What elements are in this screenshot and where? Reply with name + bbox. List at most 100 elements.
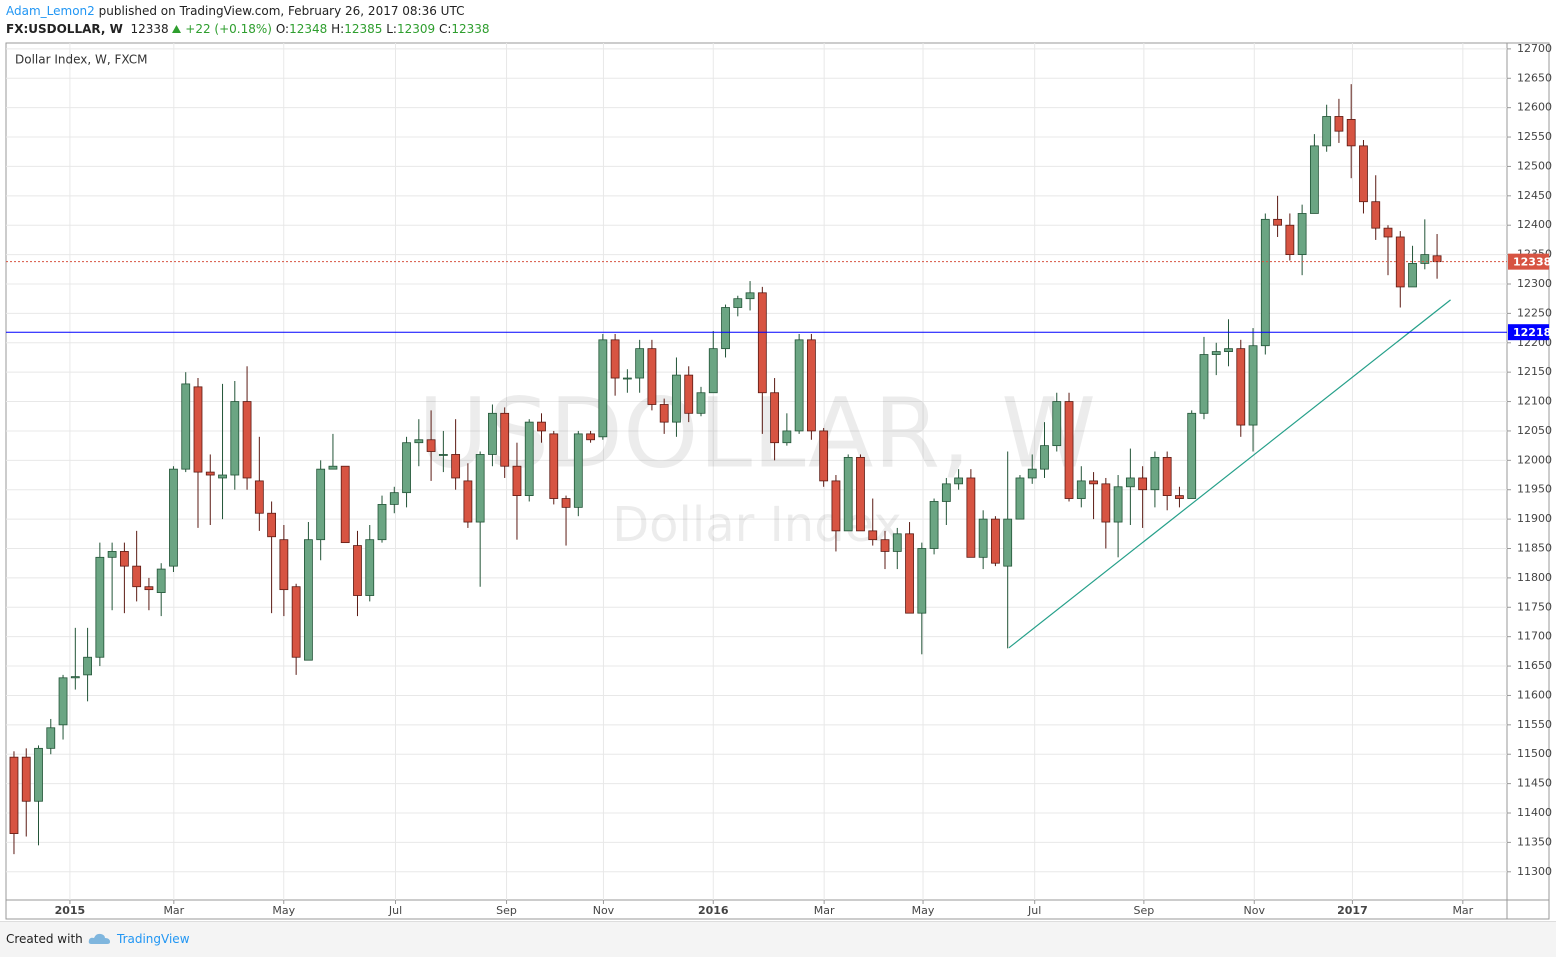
y-tick-label: 12050 [1517, 424, 1552, 437]
candle-body [1162, 456, 1172, 496]
candle-body [1027, 468, 1037, 479]
y-tick-label: 11850 [1517, 542, 1552, 555]
ohlc-label: L: [386, 22, 397, 36]
candle-body [144, 586, 154, 591]
price-label: 12218 [1513, 326, 1551, 339]
candle-body [1322, 116, 1332, 147]
x-tick-label: Mar [814, 904, 835, 917]
candle-body [929, 501, 939, 549]
candle-body [1101, 483, 1111, 523]
candle-body [549, 433, 559, 499]
candle-body [475, 454, 485, 523]
candle-body [205, 471, 215, 476]
symbol-line: FX:USDOLLAR, W 12338 +22 (+0.18%) O:1234… [6, 22, 490, 36]
candle-body [1138, 477, 1148, 491]
y-tick-label: 12250 [1517, 306, 1552, 319]
footer-text: Created with [6, 932, 83, 946]
y-tick-label: 12700 [1517, 42, 1552, 55]
candle-body [978, 518, 988, 558]
candle-body [1236, 348, 1246, 426]
x-tick-label: May [272, 904, 295, 917]
y-tick-label: 12450 [1517, 189, 1552, 202]
candle-body [1309, 145, 1319, 214]
ohlc-label: O: [275, 22, 290, 36]
trend-line [1008, 299, 1451, 649]
candle-body [156, 568, 166, 593]
candle-body [1359, 145, 1368, 203]
candle-body [561, 498, 571, 508]
symbol: FX:USDOLLAR, W [6, 22, 123, 36]
candle-body [1199, 354, 1209, 414]
candle-body [1420, 254, 1430, 264]
candle-body [856, 456, 865, 532]
candle-body [757, 292, 767, 394]
candle-body [1076, 480, 1086, 499]
x-tick-label: May [912, 904, 935, 917]
x-tick-label: Nov [1244, 904, 1266, 917]
candle-body [1015, 477, 1025, 520]
candle-body [745, 292, 755, 300]
x-tick-label: 2015 [55, 904, 86, 917]
published: published on TradingView.com, February 2… [98, 4, 465, 18]
candle-body [181, 383, 191, 470]
brand[interactable]: TradingView [117, 932, 190, 946]
y-tick-label: 12150 [1517, 365, 1552, 378]
candle-body [892, 533, 902, 552]
ohlc-value: 12309 [396, 22, 436, 36]
candle-body [770, 392, 779, 444]
y-tick-label: 11600 [1517, 688, 1552, 701]
candle-body [438, 454, 448, 456]
candle-body [1113, 486, 1123, 523]
y-tick-label: 11500 [1517, 747, 1552, 760]
price-label: 12338 [1513, 256, 1551, 269]
candle-body [512, 465, 522, 496]
y-tick-label: 11700 [1517, 630, 1552, 643]
y-tick-label: 12550 [1517, 130, 1552, 143]
candle-body [524, 421, 534, 496]
candle-body [402, 442, 411, 494]
y-tick-label: 12600 [1517, 101, 1552, 114]
candle-body [905, 533, 914, 614]
y-tick-label: 12400 [1517, 218, 1552, 231]
candle-body [340, 465, 350, 544]
candle-body [1383, 227, 1393, 238]
ohlc-label: C: [438, 22, 452, 36]
candle-body [230, 401, 240, 476]
candle-body [463, 480, 473, 523]
price-label-bg [1508, 253, 1549, 270]
candle-body [598, 339, 608, 438]
y-tick-label: 12500 [1517, 159, 1552, 172]
y-tick-label: 11950 [1517, 483, 1552, 496]
candle-body [21, 756, 31, 802]
candle-body [733, 298, 743, 308]
candle-body [966, 477, 976, 558]
candle-body [991, 518, 1000, 564]
candle-body [1273, 218, 1282, 226]
candle-body [488, 412, 497, 455]
candle-body [831, 480, 841, 532]
candle-body [242, 401, 252, 479]
candle-body [941, 483, 951, 502]
candle-body [193, 386, 203, 473]
candle-body [843, 456, 853, 532]
author[interactable]: Adam_Lemon2 [6, 4, 95, 18]
candle-body [659, 404, 669, 423]
x-tick-label: Mar [163, 904, 184, 917]
candle-body [83, 656, 92, 676]
candle-body [1125, 477, 1135, 488]
candle-body [365, 539, 375, 596]
candle-body [647, 348, 657, 405]
x-tick-label: Sep [496, 904, 517, 917]
y-tick-label: 11350 [1517, 835, 1552, 848]
candle-body [107, 551, 117, 558]
candle-body [708, 348, 718, 394]
candle-body [377, 504, 387, 541]
y-tick-label: 11300 [1517, 865, 1552, 878]
candle-body [1285, 224, 1295, 256]
candle-body [279, 539, 289, 591]
candle-body [169, 468, 178, 567]
candle-body [500, 412, 510, 467]
change: +22 (+0.18%) [185, 22, 272, 36]
x-tick-label: 2017 [1337, 904, 1368, 917]
candle-body [794, 339, 804, 432]
